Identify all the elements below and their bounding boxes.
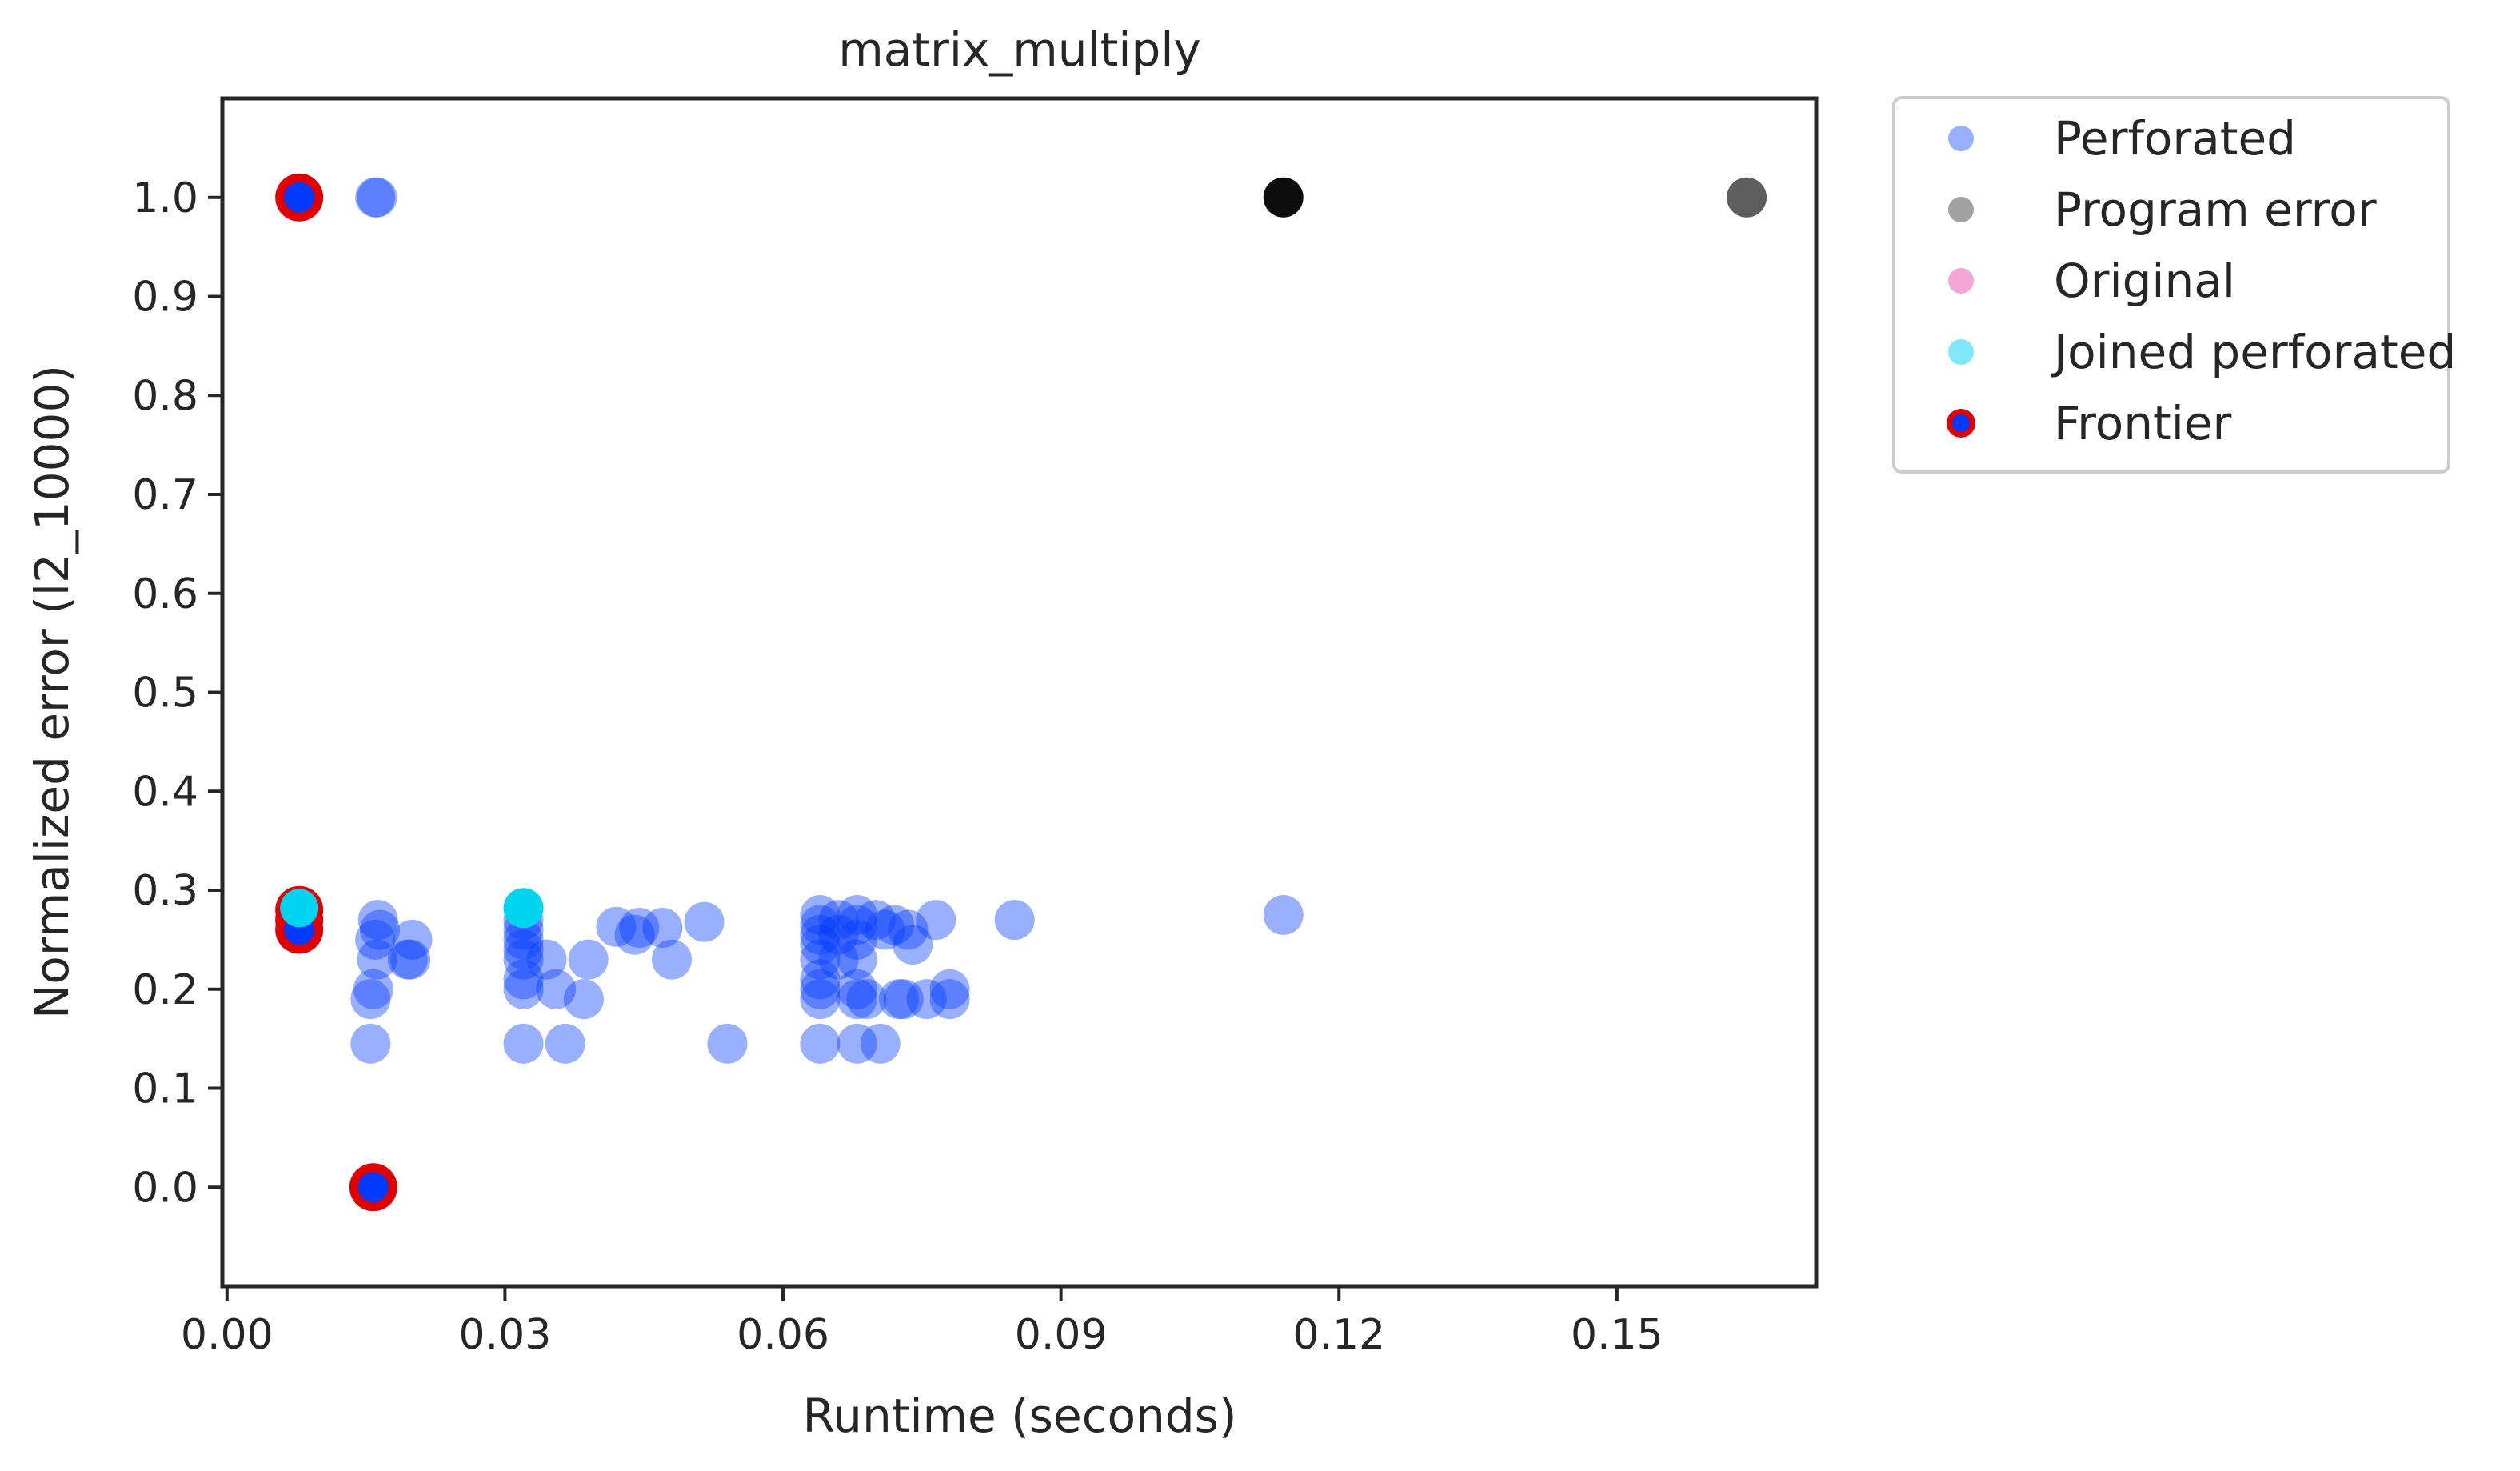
legend-label: Joined perforated [2051, 325, 2456, 379]
frontier-point-core [358, 1172, 389, 1202]
program-error-point [1727, 178, 1767, 218]
y-tick-label: 1.0 [132, 174, 198, 222]
y-tick-label: 0.0 [132, 1164, 198, 1212]
x-axis-label: Runtime (seconds) [802, 1389, 1236, 1443]
perforated-point [569, 940, 609, 980]
perforated-point [390, 940, 430, 980]
legend-label: Frontier [2054, 396, 2231, 450]
x-tick-label: 0.06 [737, 1311, 829, 1359]
perforated-point [916, 900, 956, 940]
perforated-point [545, 1024, 585, 1064]
legend: Perforated Program error Original Joined pe… [1894, 98, 2456, 472]
legend-marker-original [1948, 268, 1974, 294]
legend-marker-joined [1948, 339, 1974, 365]
y-tick-label: 0.9 [132, 274, 198, 322]
y-tick-label: 0.4 [132, 768, 198, 816]
perforated-point [930, 969, 970, 1009]
perforated-point [861, 1024, 901, 1064]
perforated-point [652, 940, 692, 980]
perforated-point [350, 1024, 390, 1064]
y-tick-label: 0.3 [132, 867, 198, 915]
perforated-point [358, 900, 398, 940]
frontier-point-core [284, 182, 314, 213]
legend-marker-perforated [1948, 126, 1974, 151]
x-tick-label: 0.00 [181, 1311, 274, 1359]
legend-label: Original [2054, 254, 2235, 308]
legend-marker-program-error [1948, 197, 1974, 222]
y-tick-label: 0.6 [132, 570, 198, 618]
joined-perforated-point-top [280, 889, 318, 927]
x-tick-label: 0.03 [459, 1311, 552, 1359]
joined-perforated-point-top [505, 889, 543, 927]
perforated-point [685, 902, 725, 942]
perforated-point [357, 178, 397, 218]
legend-label: Program error [2054, 182, 2377, 237]
y-axis-label: Normalized error (l2_10000) [25, 365, 79, 1019]
perforated-point [504, 1024, 544, 1064]
perforated-point [800, 1024, 840, 1064]
legend-label: Perforated [2054, 111, 2296, 166]
perforated-point [564, 979, 604, 1019]
y-tick-label: 0.7 [132, 471, 198, 519]
chart-title: matrix_multiply [838, 22, 1201, 77]
perforated-point [995, 900, 1035, 940]
y-tick-label: 0.8 [132, 372, 198, 420]
perforated-point [1264, 895, 1304, 935]
y-tick-label: 0.1 [132, 1065, 198, 1113]
x-tick-label: 0.12 [1292, 1311, 1385, 1359]
x-tick-label: 0.09 [1015, 1311, 1108, 1359]
program-error-point [1264, 178, 1304, 218]
legend-marker-frontier-core [1952, 414, 1970, 432]
x-tick-label: 0.15 [1571, 1311, 1663, 1359]
y-tick-label: 0.5 [132, 670, 198, 718]
perforated-point [708, 1024, 748, 1064]
y-tick-label: 0.2 [132, 966, 198, 1014]
